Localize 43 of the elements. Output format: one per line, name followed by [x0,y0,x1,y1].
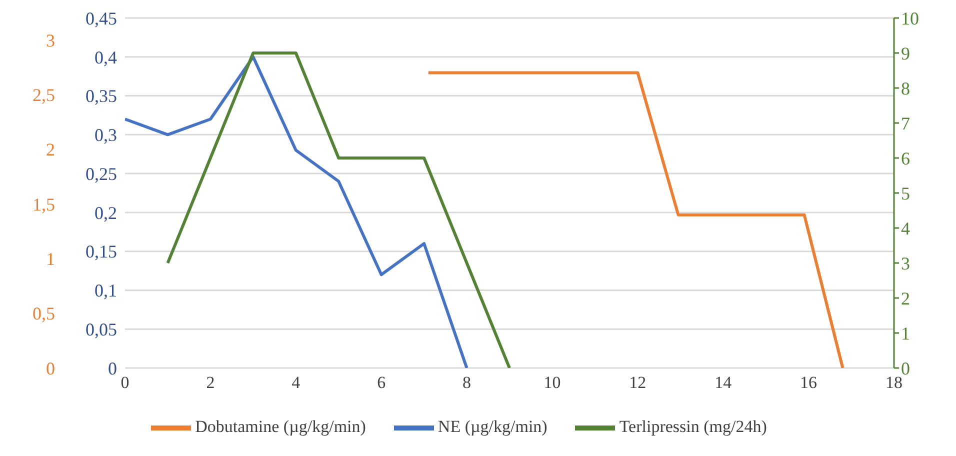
y3-tick-label: 3 [46,30,55,50]
y2-tick-label: 4 [901,218,910,238]
y3-tick-label: 1,5 [32,194,55,214]
x-tick-label: 18 [886,373,902,392]
y-tick-label: 0,45 [86,8,117,28]
y-tick-label: 0,3 [94,125,117,146]
x-tick-label: 0 [120,373,130,392]
y2-tick-label: 7 [901,113,910,134]
x-tick-label: 2 [206,373,215,392]
x-tick-label: 10 [544,373,561,392]
y2-tick-label: 8 [901,78,910,98]
legend-label: Terlipressin (mg/24h) [619,416,767,436]
x-tick-label: 14 [714,373,732,392]
y2-tick-label: 3 [901,253,910,274]
y-tick-label: 0,35 [86,86,117,106]
y2-tick-label: 1 [901,323,910,344]
y2-tick-label: 0 [901,358,910,378]
y3-tick-label: 0 [46,358,55,378]
legend-label: Dobutamine (µg/kg/min) [195,416,366,436]
y3-tick-label: 1 [46,249,55,270]
line-series [166,52,511,368]
x-tick-label: 16 [800,373,818,392]
y3-tick-label: 2 [46,140,55,160]
y2-tick-label: 9 [901,43,910,64]
y-tick-label: 0,1 [94,280,117,301]
y-tick-label: 0,05 [86,320,117,340]
y-tick-label: 0,4 [94,47,117,68]
y2-tick-label: 6 [901,148,910,168]
x-tick-label: 6 [377,373,386,392]
line-series [125,55,468,368]
y2-tick-label: 10 [901,8,919,28]
x-tick-label: 4 [292,373,301,392]
y-tick-label: 0,25 [86,164,117,184]
legend-label: NE (µg/kg/min) [438,416,548,436]
y3-tick-label: 2,5 [32,84,55,105]
y2-tick-label: 2 [901,288,910,308]
y3-tick-label: 0,5 [32,304,55,324]
y2-tick-label: 5 [901,183,910,204]
x-tick-label: 8 [462,373,472,392]
y-tick-label: 0,2 [94,202,117,223]
x-tick-label: 12 [629,373,646,392]
y-tick-label: 0 [108,358,117,378]
y-tick-label: 0,15 [86,242,117,262]
